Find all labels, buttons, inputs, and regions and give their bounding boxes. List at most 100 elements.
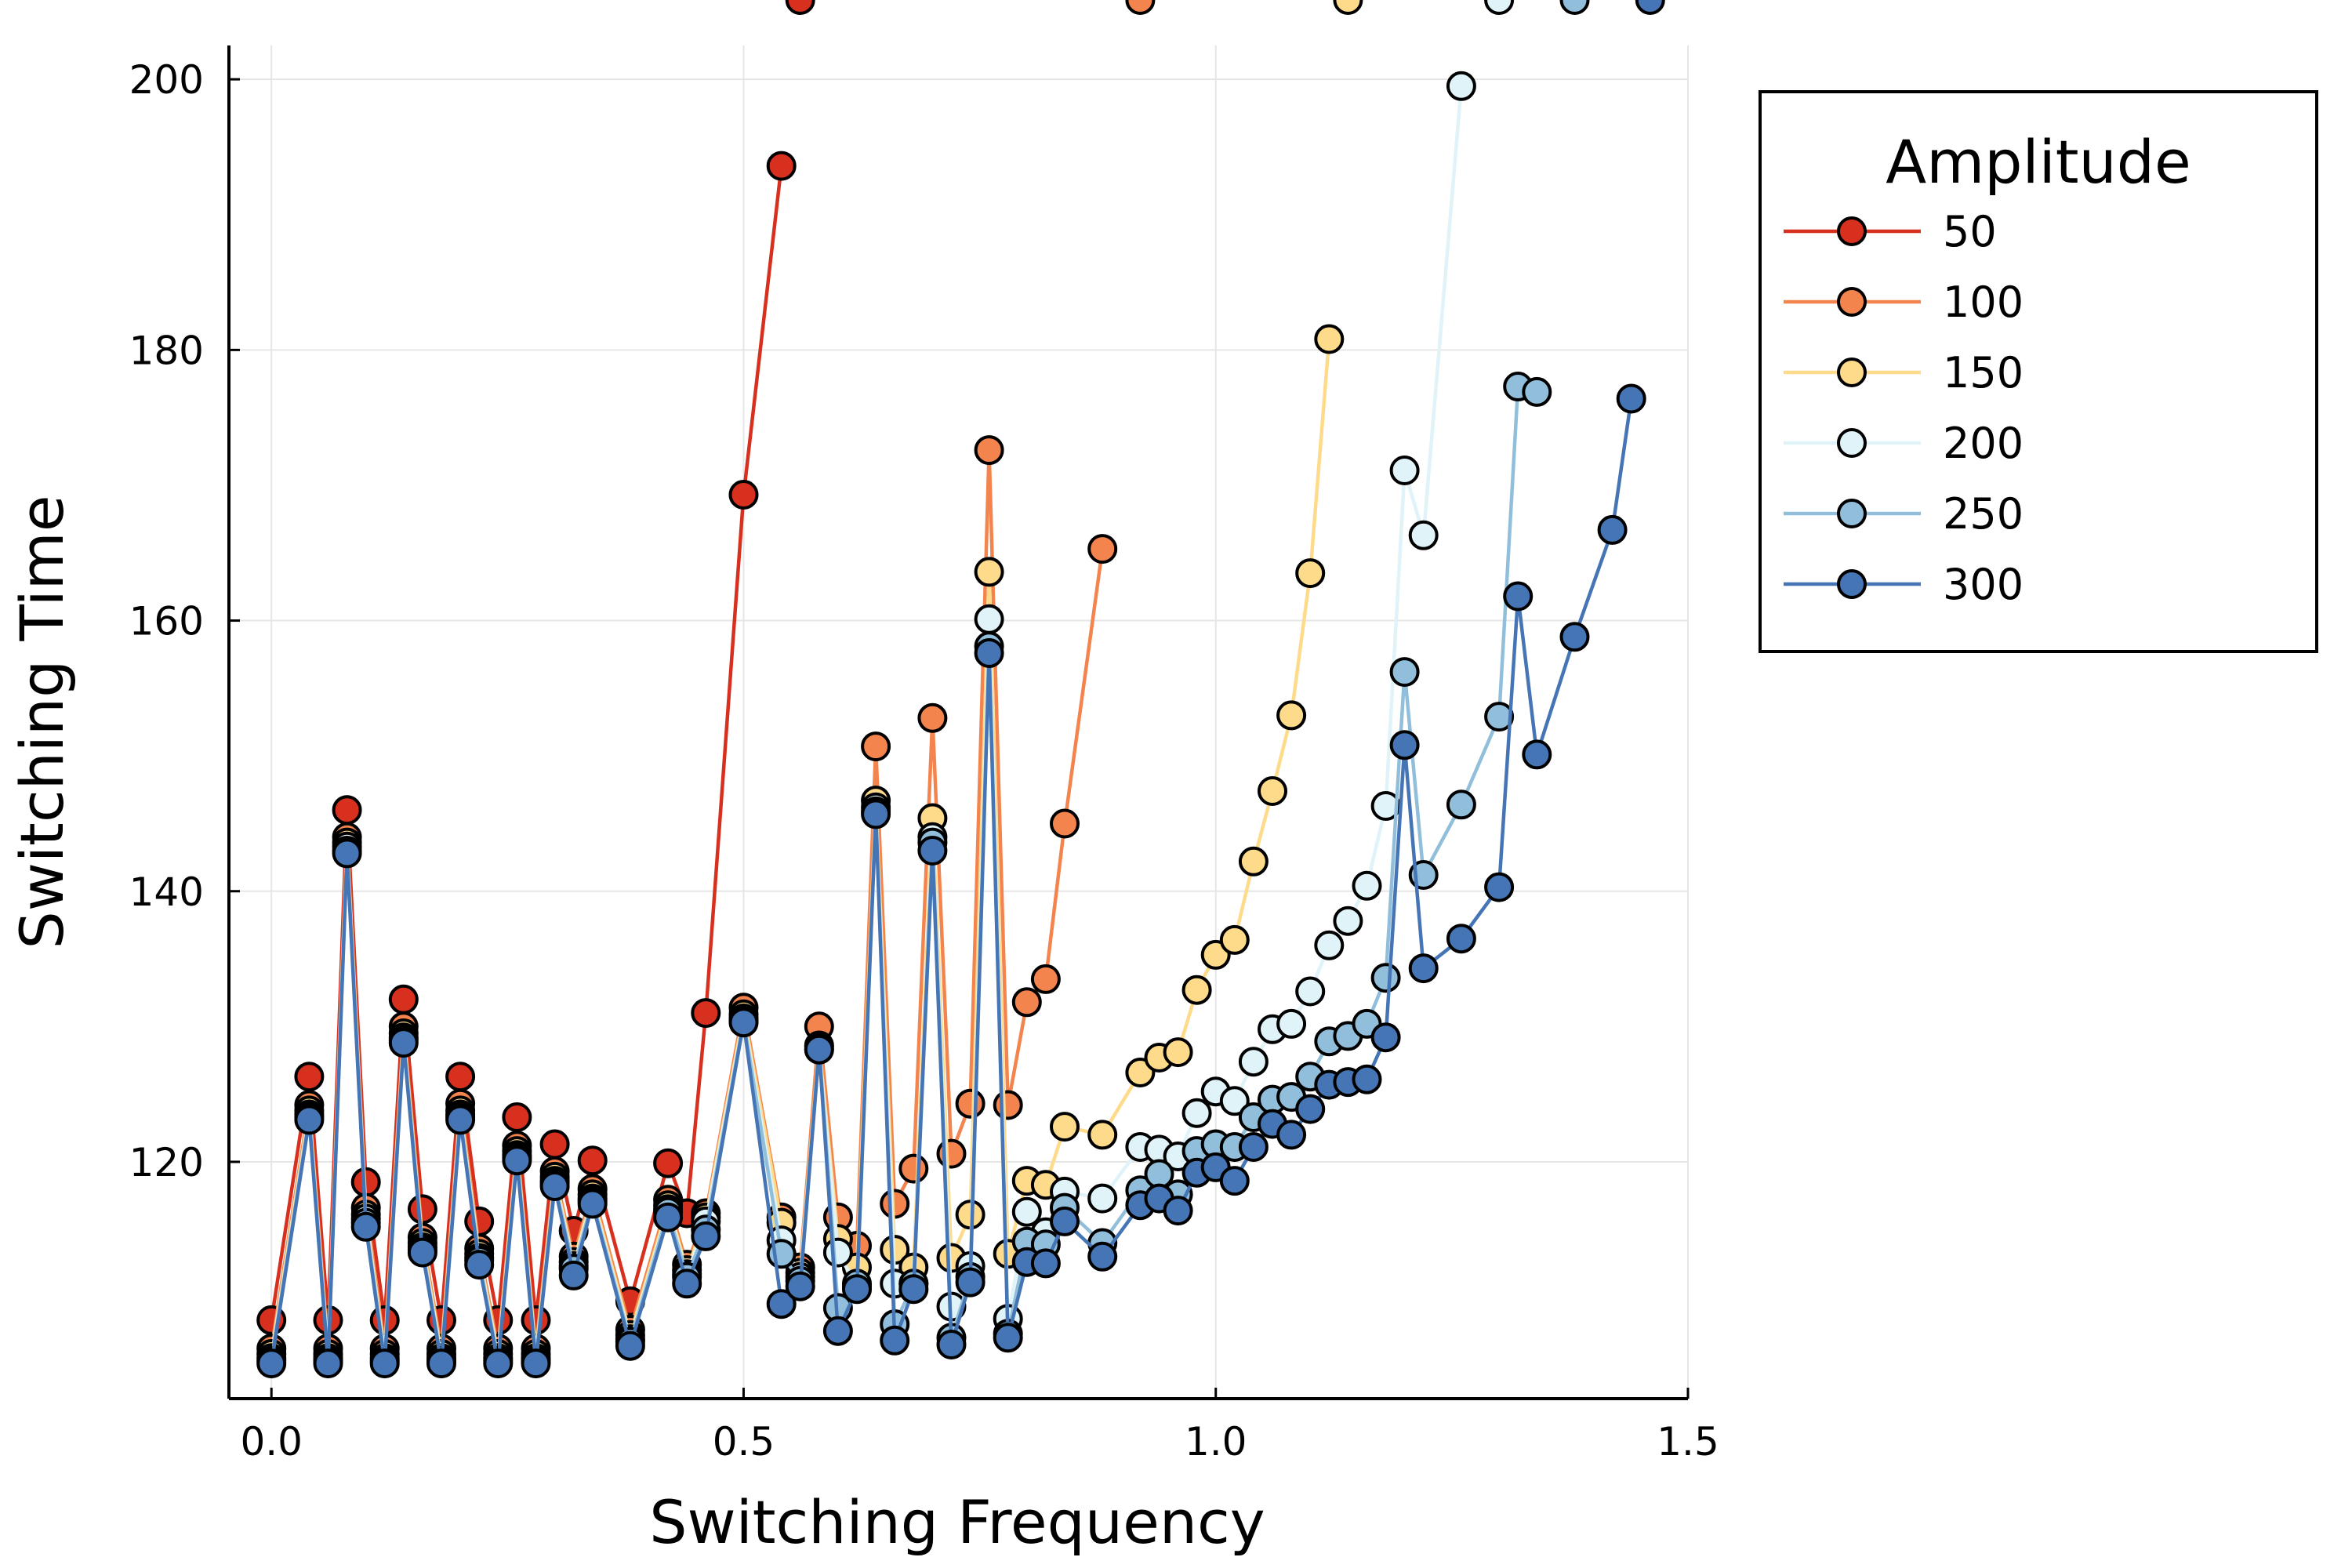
point-300-60 bbox=[1599, 517, 1626, 543]
point-300-45 bbox=[1240, 1134, 1267, 1160]
point-50-13 bbox=[523, 1307, 550, 1334]
point-300-56 bbox=[1486, 874, 1512, 901]
point-200-56 bbox=[1486, 0, 1512, 13]
point-100-27 bbox=[862, 733, 889, 760]
point-300-16 bbox=[579, 1191, 606, 1218]
point-300-55 bbox=[1448, 925, 1475, 952]
y-tick-label-2: 160 bbox=[129, 599, 204, 644]
point-200-25 bbox=[825, 1240, 851, 1266]
point-300-59 bbox=[1562, 623, 1588, 650]
point-300-0 bbox=[258, 1350, 285, 1377]
point-150-33 bbox=[976, 558, 1003, 585]
point-300-21 bbox=[731, 1009, 757, 1036]
point-300-57 bbox=[1504, 583, 1531, 610]
y-tick-label-1: 140 bbox=[129, 869, 204, 915]
point-50-23 bbox=[787, 0, 814, 13]
point-150-47 bbox=[1278, 702, 1305, 728]
legend-marker-150 bbox=[1838, 359, 1865, 386]
x-tick-label-2: 1.0 bbox=[1185, 1419, 1247, 1465]
point-100-35 bbox=[1014, 989, 1040, 1015]
point-300-20 bbox=[692, 1223, 719, 1250]
point-50-18 bbox=[655, 1150, 681, 1177]
point-50-21 bbox=[731, 481, 757, 508]
point-200-42 bbox=[1184, 1100, 1210, 1127]
point-100-30 bbox=[919, 705, 946, 731]
point-150-48 bbox=[1297, 560, 1323, 586]
point-300-10 bbox=[466, 1251, 492, 1278]
legend-label-200: 200 bbox=[1943, 419, 2024, 468]
point-300-51 bbox=[1354, 1066, 1381, 1093]
point-300-44 bbox=[1221, 1167, 1248, 1194]
axes bbox=[229, 45, 1688, 1399]
legend-label-300: 300 bbox=[1943, 560, 2024, 609]
point-300-25 bbox=[825, 1318, 851, 1345]
legend-label-150: 150 bbox=[1943, 348, 2024, 397]
series-layer bbox=[258, 0, 1664, 1377]
legend-label-250: 250 bbox=[1943, 489, 2024, 539]
point-150-49 bbox=[1316, 326, 1342, 353]
point-50-6 bbox=[390, 986, 417, 1013]
point-300-31 bbox=[938, 1331, 965, 1358]
point-300-11 bbox=[485, 1350, 511, 1377]
point-100-36 bbox=[1033, 966, 1059, 993]
point-100-33 bbox=[976, 437, 1003, 463]
point-300-14 bbox=[542, 1173, 568, 1200]
point-300-29 bbox=[900, 1276, 927, 1302]
y-tick-label-3: 180 bbox=[129, 328, 204, 373]
grid bbox=[229, 45, 1688, 1399]
point-300-53 bbox=[1392, 731, 1418, 758]
point-50-1 bbox=[296, 1063, 322, 1090]
point-200-47 bbox=[1278, 1011, 1305, 1037]
legend: Amplitude 50 100 150 200 250 300 bbox=[1760, 92, 2317, 652]
point-50-22 bbox=[768, 153, 795, 180]
y-axis-label: Switching Time bbox=[7, 495, 77, 949]
point-300-38 bbox=[1089, 1243, 1116, 1270]
point-150-37 bbox=[1051, 1113, 1078, 1140]
x-tick-label-3: 1.5 bbox=[1657, 1419, 1719, 1465]
point-100-37 bbox=[1051, 811, 1078, 837]
point-50-14 bbox=[542, 1131, 568, 1158]
point-200-50 bbox=[1334, 908, 1361, 935]
point-150-46 bbox=[1259, 778, 1286, 804]
point-200-49 bbox=[1316, 932, 1342, 959]
point-300-18 bbox=[655, 1204, 681, 1231]
point-50-20 bbox=[692, 1000, 719, 1026]
point-150-41 bbox=[1165, 1039, 1192, 1065]
legend-label-100: 100 bbox=[1943, 278, 2024, 327]
legend-marker-250 bbox=[1838, 500, 1865, 527]
point-300-47 bbox=[1278, 1121, 1305, 1148]
point-200-38 bbox=[1089, 1185, 1116, 1212]
point-300-8 bbox=[428, 1350, 455, 1377]
point-300-4 bbox=[353, 1214, 379, 1240]
point-250-58 bbox=[1523, 379, 1550, 405]
point-300-27 bbox=[862, 800, 889, 827]
point-300-9 bbox=[447, 1106, 474, 1133]
point-200-48 bbox=[1297, 978, 1323, 1005]
point-300-33 bbox=[976, 640, 1003, 666]
point-300-41 bbox=[1165, 1197, 1192, 1224]
series-200 bbox=[258, 0, 1512, 1371]
point-200-53 bbox=[1392, 457, 1418, 484]
point-300-5 bbox=[372, 1350, 398, 1377]
point-250-55 bbox=[1448, 791, 1475, 818]
point-100-32 bbox=[957, 1091, 984, 1117]
point-50-3 bbox=[334, 797, 361, 823]
point-300-28 bbox=[881, 1327, 908, 1354]
x-tick-label-1: 0.5 bbox=[713, 1419, 775, 1465]
point-100-29 bbox=[900, 1156, 927, 1182]
series-100 bbox=[258, 0, 1153, 1362]
point-250-52 bbox=[1373, 964, 1399, 991]
point-200-51 bbox=[1354, 873, 1381, 899]
point-250-59 bbox=[1562, 0, 1588, 13]
point-300-36 bbox=[1033, 1250, 1059, 1276]
point-300-34 bbox=[995, 1324, 1022, 1351]
point-300-23 bbox=[787, 1273, 814, 1300]
point-50-10 bbox=[466, 1208, 492, 1235]
point-200-55 bbox=[1448, 73, 1475, 100]
point-200-54 bbox=[1410, 522, 1437, 549]
point-300-61 bbox=[1618, 386, 1645, 412]
point-300-30 bbox=[919, 837, 946, 864]
legend-marker-50 bbox=[1838, 218, 1865, 245]
legend-marker-100 bbox=[1838, 289, 1865, 315]
legend-label-50: 50 bbox=[1943, 207, 1997, 256]
